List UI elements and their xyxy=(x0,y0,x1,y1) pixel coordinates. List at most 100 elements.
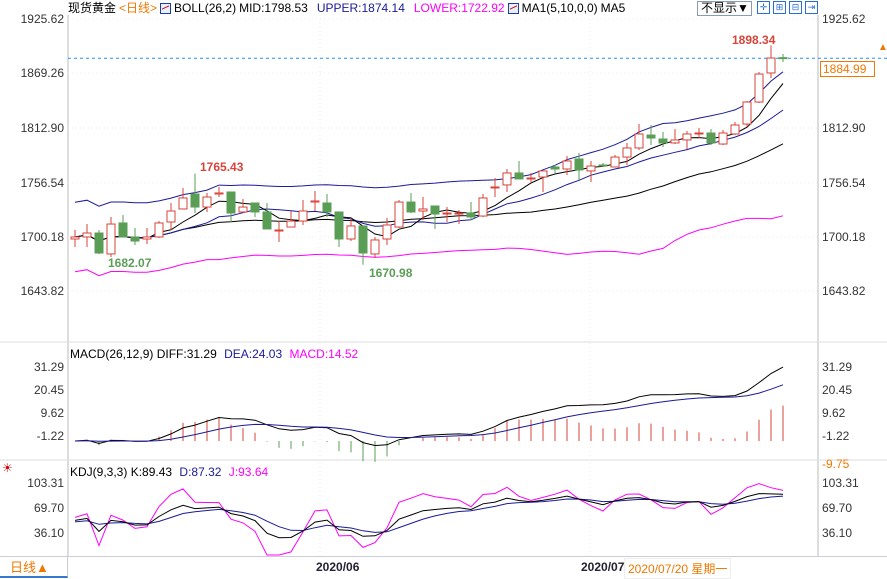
macd-axis-label-right: -1.22 xyxy=(822,429,850,443)
candle-down xyxy=(598,164,608,167)
price-axis-label-left: 1869.26 xyxy=(20,66,64,80)
macd-axis-label: 9.62 xyxy=(40,406,64,420)
period-label[interactable]: <日线> xyxy=(119,1,158,15)
hide-dropdown[interactable]: 不显示▼ xyxy=(697,1,752,16)
macd-axis-label: -1.22 xyxy=(36,429,64,443)
candle-down xyxy=(658,138,668,144)
macd-header: MACD(26,12,9) DIFF:31.29 DEA:24.03 MACD:… xyxy=(70,347,358,361)
macd-diff: DIFF:31.29 xyxy=(156,347,217,361)
candle-up xyxy=(718,132,728,145)
kdj-axis-label: 69.70 xyxy=(33,501,64,515)
ma-label: MA1(5,10,0,0) xyxy=(521,1,598,15)
candle-up xyxy=(634,133,644,149)
candle-down xyxy=(778,57,788,60)
kdj-d-line xyxy=(74,495,784,533)
kdj-k: K:89.43 xyxy=(130,465,173,479)
candle-up xyxy=(682,133,692,141)
candle-up xyxy=(370,239,380,255)
candle-up xyxy=(670,139,680,144)
kdj-axis-label-right: 69.70 xyxy=(822,501,853,515)
arrow-up-icon: ▲ xyxy=(878,42,887,53)
candle-down xyxy=(130,236,140,242)
zoom-in-icon[interactable]: ⊞ xyxy=(773,1,786,14)
candle-up xyxy=(178,197,188,210)
kdj-j-line xyxy=(74,483,784,556)
zoom-out-icon[interactable]: ⊟ xyxy=(789,1,802,14)
candle-down xyxy=(334,211,344,240)
kdj-k-line xyxy=(74,493,784,539)
price-axis-label-right: 1756.54 xyxy=(822,176,866,190)
ma-indicator-icon[interactable] xyxy=(507,2,519,14)
boll-indicator-icon[interactable] xyxy=(160,2,172,14)
low-annotation: 1682.07 xyxy=(108,256,152,270)
candle-up xyxy=(742,101,752,125)
kdj-axis-label: 103.31 xyxy=(27,476,64,490)
candle-down xyxy=(574,158,584,171)
high-annotation: 1765.43 xyxy=(200,160,244,174)
cursor-date: 2020/07/20 星期一 xyxy=(624,558,732,579)
crosshair-icon[interactable]: ✛ xyxy=(757,1,770,14)
kdj-axis-label-right: 103.31 xyxy=(822,476,859,490)
price-axis-label-right: 1925.62 xyxy=(822,12,866,26)
macd-axis-label-right: 20.45 xyxy=(822,383,853,397)
boll-label: BOLL(26,2) xyxy=(174,1,237,15)
candle-up xyxy=(586,165,596,172)
macd-axis-low: -9.75 xyxy=(822,457,850,471)
candle-up xyxy=(274,229,284,232)
candle-down xyxy=(646,134,656,139)
kdj-d: D:87.32 xyxy=(179,465,222,479)
time-label: 2020/07 xyxy=(581,560,625,574)
candle-up xyxy=(106,223,116,255)
candle-up xyxy=(346,225,356,240)
candle-up xyxy=(238,206,248,213)
candle-up xyxy=(478,197,488,217)
price-axis-label-right: 1812.90 xyxy=(822,121,866,135)
candle-up xyxy=(454,212,464,215)
macd-dea-line xyxy=(74,384,784,442)
candle-up xyxy=(154,222,164,238)
boll-mid-line xyxy=(74,143,784,242)
macd-axis-label: 20.45 xyxy=(33,383,64,397)
candle-up xyxy=(202,196,212,208)
candle-up xyxy=(214,192,224,195)
high-annotation: 1898.34 xyxy=(732,33,776,47)
time-axis xyxy=(0,556,887,579)
candle-down xyxy=(358,225,368,254)
candle-down xyxy=(118,222,128,238)
candle-up xyxy=(418,208,428,212)
candle-up xyxy=(394,201,404,228)
candle-up xyxy=(526,177,536,180)
price-axis-label-right: 1643.82 xyxy=(822,284,866,298)
candle-up xyxy=(298,210,308,222)
kdj-header: KDJ(9,3,3) K:89.43 D:87.32 J:93.64 xyxy=(70,465,268,479)
candle-up xyxy=(730,124,740,135)
settings-sun-icon[interactable]: ☀ xyxy=(2,461,13,475)
candle-up xyxy=(490,186,500,189)
candle-up xyxy=(310,200,320,203)
export-icon[interactable]: ⇥ xyxy=(805,1,818,14)
candle-down xyxy=(430,205,440,215)
macd-title: MACD(26,12,9) xyxy=(70,347,154,361)
candle-up xyxy=(694,132,704,135)
candle-up xyxy=(70,236,80,240)
boll-lower: LOWER:1722.92 xyxy=(413,1,505,15)
candle-down xyxy=(226,191,236,214)
macd-value: MACD:14.52 xyxy=(289,347,359,361)
kdj-axis-label: 36.10 xyxy=(33,526,64,540)
kdj-axis-label-right: 36.10 xyxy=(822,526,853,540)
candle-up xyxy=(142,236,152,240)
period-selector[interactable]: 日线▲ xyxy=(0,557,68,578)
candle-down xyxy=(466,212,476,218)
macd-dea: DEA:24.03 xyxy=(224,347,283,361)
ma5-label: MA5 xyxy=(600,1,626,15)
time-label: 2020/06 xyxy=(316,560,360,574)
candle-down xyxy=(406,201,416,213)
candle-up xyxy=(442,212,452,215)
indicator-header: 现货黄金 <日线> BOLL(26,2) MID:1798.53 UPPER:1… xyxy=(68,0,625,16)
candle-up xyxy=(82,232,92,238)
candle-down xyxy=(250,202,260,213)
price-axis-label-left: 1925.62 xyxy=(20,12,64,26)
candle-up xyxy=(286,220,296,228)
candle-up xyxy=(538,170,548,178)
